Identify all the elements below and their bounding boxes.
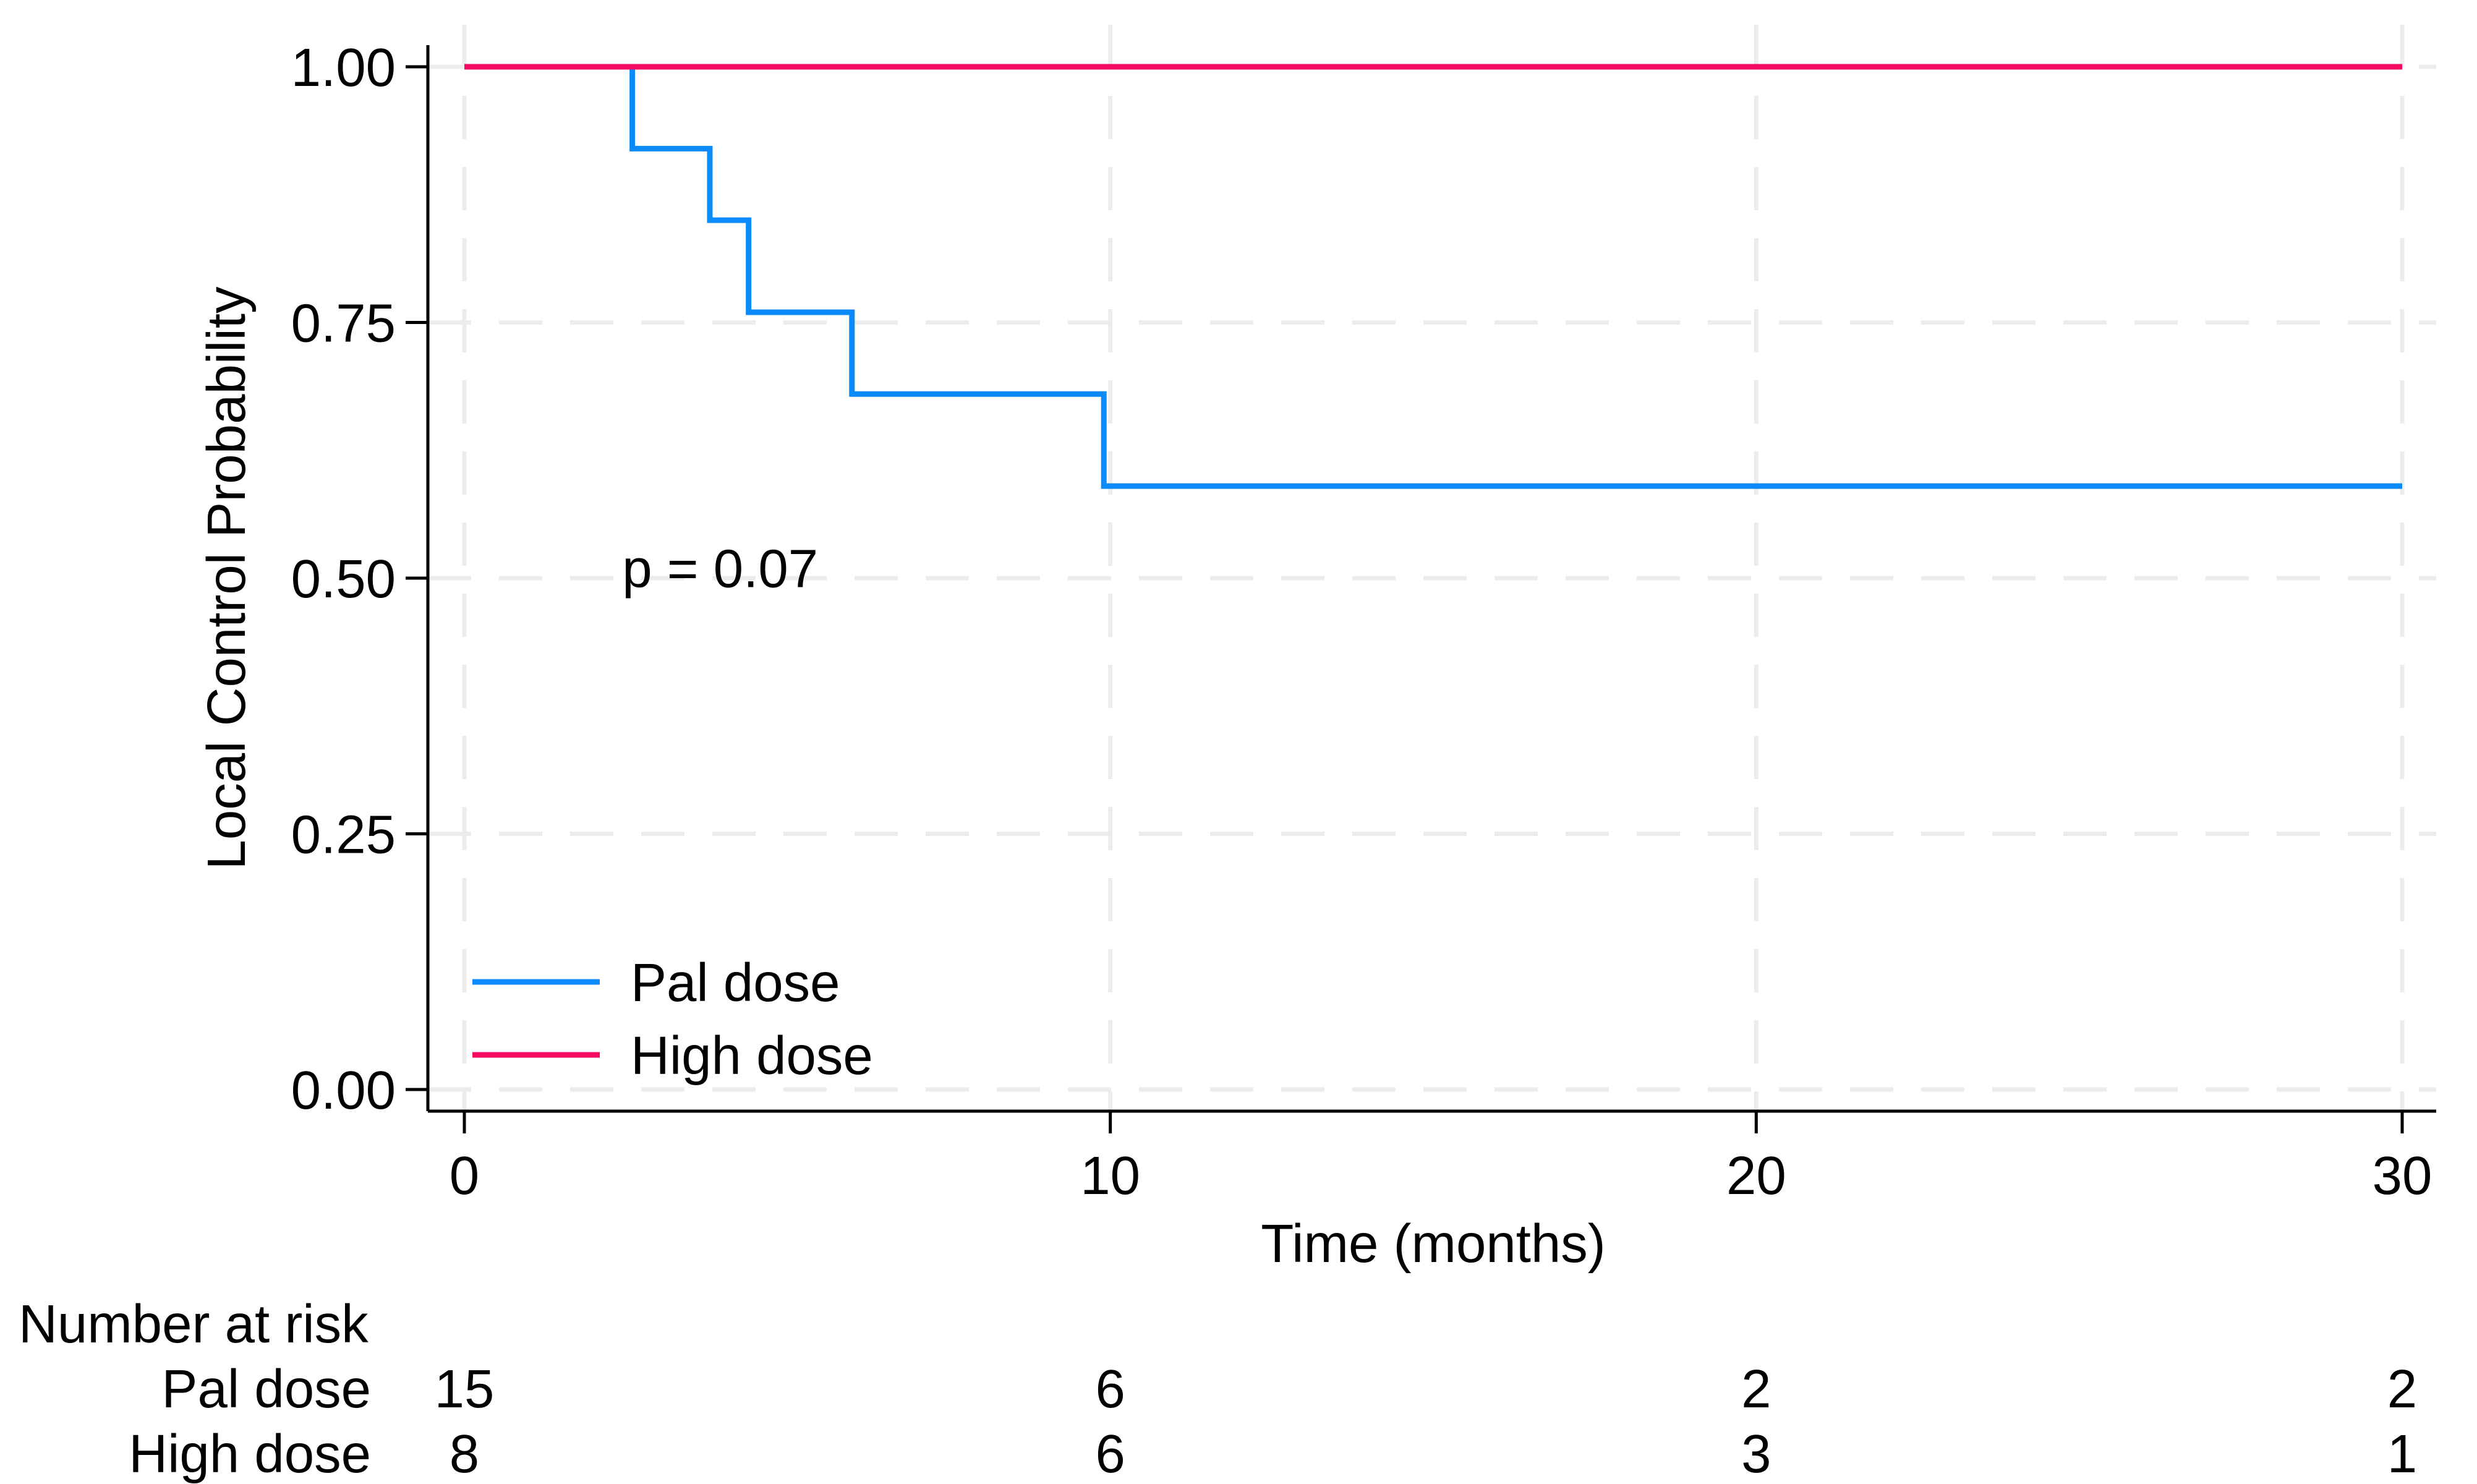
y-axis-title: Local Control Probability <box>197 286 257 869</box>
x-tick-label-0: 0 <box>450 1146 479 1206</box>
legend-label-pal-dose: Pal dose <box>631 953 840 1013</box>
risk-table-title: Number at risk <box>19 1294 369 1354</box>
x-tick-label-10: 10 <box>1080 1146 1140 1206</box>
risk-row-label-pal-dose: Pal dose <box>161 1359 371 1419</box>
p-value-annotation: p = 0.07 <box>622 539 818 599</box>
curve-pal-dose <box>464 64 2402 489</box>
x-axis-ticks: 0 10 20 30 <box>450 1111 2432 1206</box>
legend-label-high-dose: High dose <box>631 1026 873 1086</box>
y-tick-label-0.00: 0.00 <box>291 1060 396 1120</box>
risk-count: 6 <box>1095 1424 1125 1484</box>
risk-count: 1 <box>2387 1424 2417 1484</box>
x-tick-label-30: 30 <box>2373 1146 2432 1206</box>
risk-row-label-high-dose: High dose <box>129 1424 371 1484</box>
x-tick-label-20: 20 <box>1726 1146 1786 1206</box>
risk-table-rows: Pal dose 15 6 2 2 High dose 8 6 3 1 <box>129 1359 2417 1484</box>
y-axis-ticks: 1.00 0.75 0.50 0.25 0.00 <box>291 38 428 1120</box>
risk-count: 3 <box>1741 1424 1771 1484</box>
risk-count: 2 <box>1741 1359 1771 1419</box>
y-tick-label-0.75: 0.75 <box>291 294 396 354</box>
risk-count: 15 <box>435 1359 495 1419</box>
survival-curves <box>464 64 2402 489</box>
risk-table: Number at risk Pal dose 15 6 2 2 High dose 8 6 3… <box>19 1294 2417 1484</box>
legend: Pal dose High dose <box>472 953 873 1086</box>
x-axis-title: Time (months) <box>1261 1214 1606 1274</box>
y-tick-label-0.25: 0.25 <box>291 805 396 865</box>
risk-count: 8 <box>450 1424 479 1484</box>
y-tick-label-1.00: 1.00 <box>291 38 396 98</box>
y-tick-label-0.50: 0.50 <box>291 549 396 609</box>
risk-count: 2 <box>2387 1359 2417 1419</box>
risk-count: 6 <box>1095 1359 1125 1419</box>
gridlines <box>428 25 2436 1111</box>
